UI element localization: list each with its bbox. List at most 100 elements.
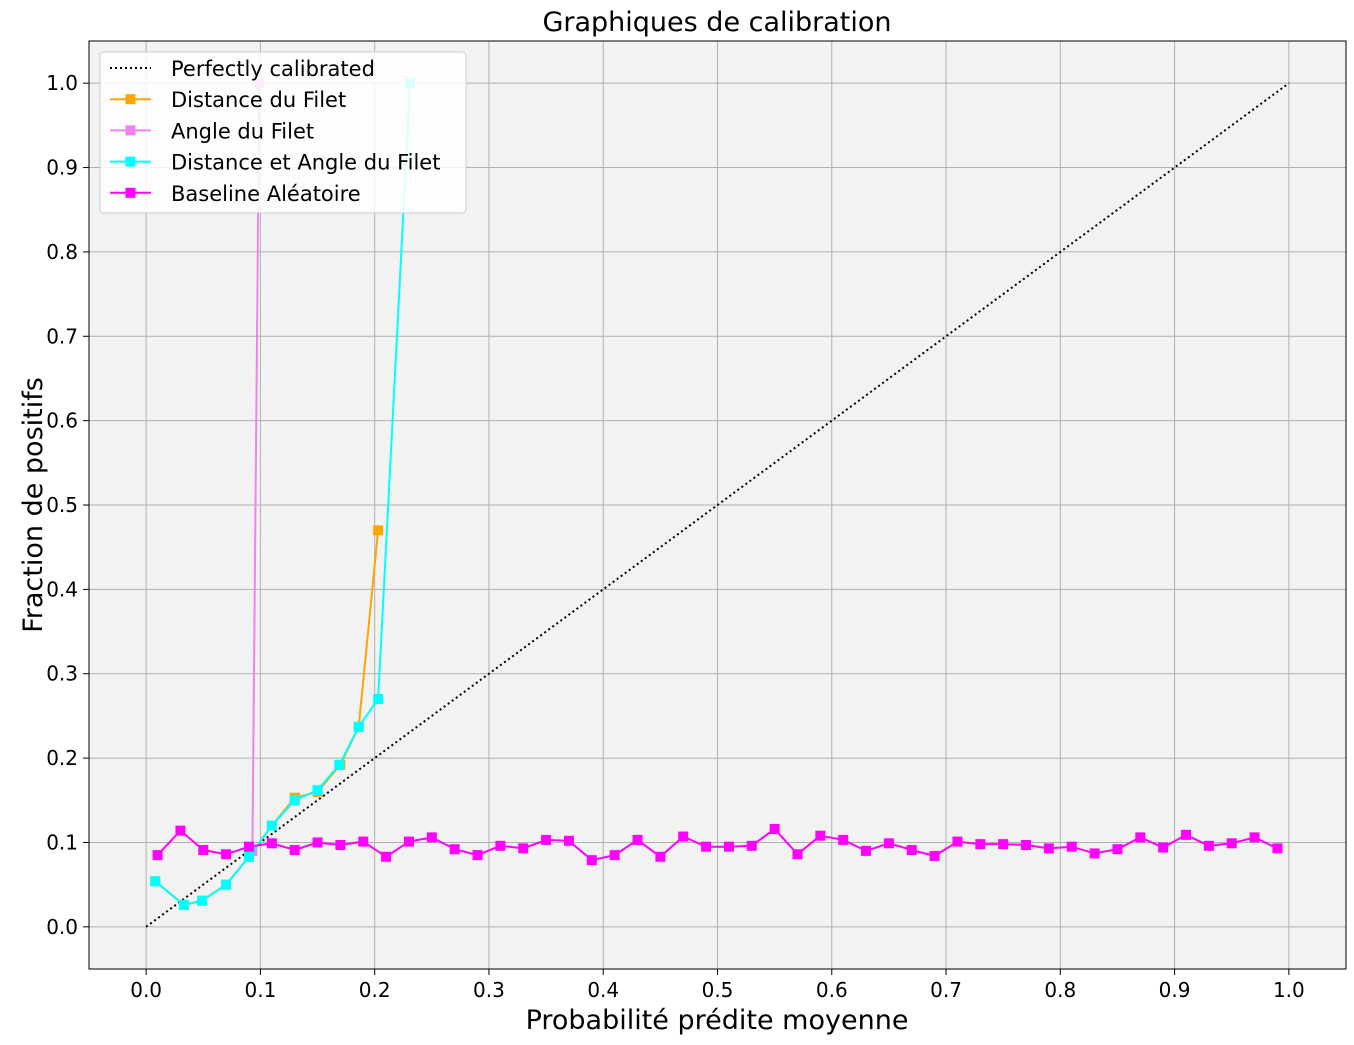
- data-point: [403, 836, 414, 847]
- data-point: [266, 838, 277, 849]
- legend-label: Distance du Filet: [171, 88, 346, 112]
- series-baseline-aleatoire: [152, 823, 1283, 866]
- data-point: [1043, 843, 1054, 854]
- legend-entry: Angle du Filet: [110, 119, 314, 143]
- data-point: [769, 823, 780, 834]
- y-tick-label: 1.0: [46, 71, 78, 95]
- y-axis-label: Fraction de positifs: [18, 377, 49, 633]
- data-point: [1135, 832, 1146, 843]
- data-point: [335, 839, 346, 850]
- y-tick-label: 0.7: [46, 324, 78, 348]
- y-tick-label: 0.8: [46, 240, 78, 264]
- data-point: [266, 820, 277, 831]
- x-tick-label: 0.0: [130, 978, 162, 1002]
- series-line: [145, 82, 1290, 928]
- data-point: [678, 831, 689, 842]
- data-point: [495, 840, 506, 851]
- data-point: [998, 839, 1009, 850]
- data-point: [334, 759, 345, 770]
- data-point: [1226, 838, 1237, 849]
- legend-label: Perfectly calibrated: [171, 57, 375, 81]
- y-tick-label: 0.0: [46, 915, 78, 939]
- y-tick-label: 0.5: [46, 493, 78, 517]
- data-point: [723, 841, 734, 852]
- legend-marker: [125, 125, 136, 136]
- data-point: [373, 525, 384, 536]
- x-tick-label: 0.1: [245, 978, 277, 1002]
- legend-marker: [125, 187, 136, 198]
- x-tick-label: 0.7: [930, 978, 962, 1002]
- data-point: [1112, 844, 1123, 855]
- data-point: [472, 850, 483, 861]
- series-layer: [145, 78, 1290, 928]
- y-tick-label: 0.1: [46, 830, 78, 854]
- data-point: [746, 840, 757, 851]
- data-point: [952, 836, 963, 847]
- data-point: [221, 879, 232, 890]
- data-point: [373, 694, 384, 705]
- legend-entry: Baseline Aléatoire: [110, 182, 361, 206]
- data-point: [175, 825, 186, 836]
- data-point: [1089, 848, 1100, 859]
- y-tick-label: 0.6: [46, 409, 78, 433]
- legend-label: Distance et Angle du Filet: [171, 151, 440, 175]
- legend-box: [99, 51, 467, 214]
- legend: Perfectly calibrated Distance du Filet Ang…: [99, 51, 467, 214]
- x-tick-label: 0.4: [587, 978, 619, 1002]
- legend-marker: [125, 94, 136, 105]
- data-point: [353, 721, 364, 732]
- y-tick-label: 0.2: [46, 746, 78, 770]
- data-point: [1203, 840, 1214, 851]
- data-point: [563, 835, 574, 846]
- x-tick-label: 0.3: [473, 978, 505, 1002]
- data-point: [381, 851, 392, 862]
- legend-entry: Distance du Filet: [110, 88, 346, 112]
- y-tick-label: 0.9: [46, 156, 78, 180]
- data-point: [1181, 829, 1192, 840]
- data-point: [838, 834, 849, 845]
- data-point: [1066, 841, 1077, 852]
- legend-entry: Perfectly calibrated: [110, 57, 375, 81]
- chart-title: Graphiques de calibration: [542, 7, 891, 38]
- data-point: [609, 850, 620, 861]
- data-point: [861, 845, 872, 856]
- data-point: [1158, 842, 1169, 853]
- data-point: [312, 785, 323, 796]
- data-point: [358, 836, 369, 847]
- legend-label: Angle du Filet: [171, 119, 314, 143]
- legend-marker: [125, 156, 136, 167]
- data-point: [586, 855, 597, 866]
- data-point: [975, 839, 986, 850]
- data-point: [198, 845, 209, 856]
- data-point: [197, 895, 208, 906]
- data-point: [1021, 839, 1032, 850]
- data-point: [792, 849, 803, 860]
- data-point: [541, 834, 552, 845]
- x-tick-label: 1.0: [1273, 978, 1305, 1002]
- data-point: [243, 851, 254, 862]
- x-tick-label: 0.6: [816, 978, 848, 1002]
- data-point: [221, 849, 232, 860]
- series-perfectly-calibrated: [145, 82, 1290, 928]
- data-point: [426, 832, 437, 843]
- data-point: [929, 850, 940, 861]
- x-axis-label: Probabilité prédite moyenne: [526, 1005, 909, 1036]
- x-tick-label: 0.2: [359, 978, 391, 1002]
- data-point: [815, 830, 826, 841]
- data-point: [289, 795, 300, 806]
- data-point: [289, 845, 300, 856]
- data-point: [1272, 843, 1283, 854]
- data-point: [632, 834, 643, 845]
- y-tick-label: 0.3: [46, 662, 78, 686]
- data-point: [906, 845, 917, 856]
- y-tick-label: 0.4: [46, 577, 78, 601]
- data-point: [1249, 832, 1260, 843]
- x-tick-label: 0.8: [1044, 978, 1076, 1002]
- data-point: [518, 843, 529, 854]
- x-tick-label: 0.5: [702, 978, 734, 1002]
- data-point: [152, 850, 163, 861]
- data-point: [178, 899, 189, 910]
- data-point: [701, 841, 712, 852]
- axis-ticks: 0.0 0.1 0.2 0.3 0.4 0.5 0.6 0.7 0.8 0.9 1.0 0.0 0.1 0…: [46, 71, 1305, 1002]
